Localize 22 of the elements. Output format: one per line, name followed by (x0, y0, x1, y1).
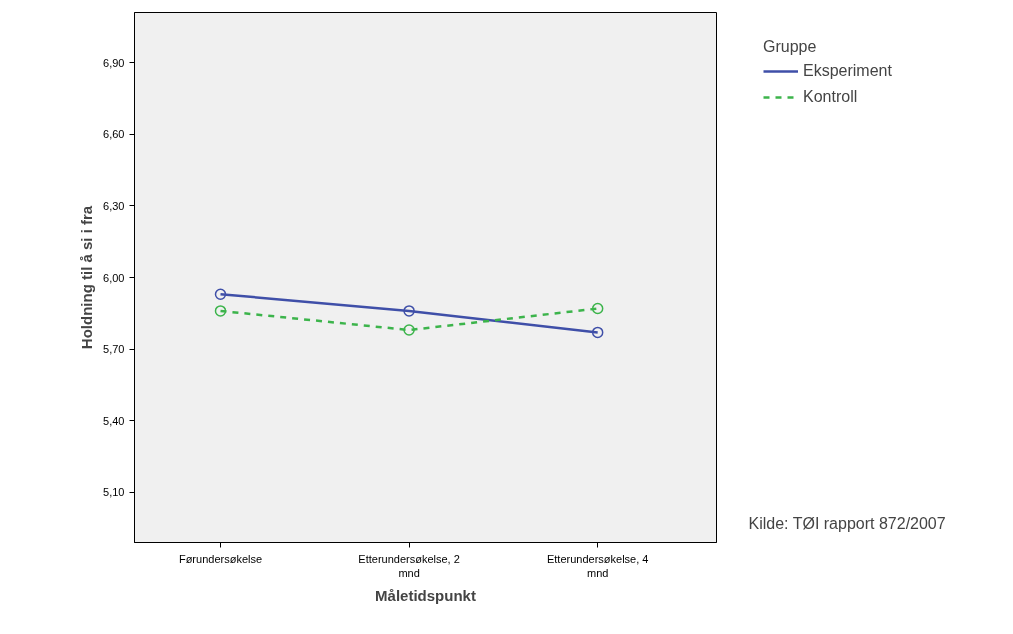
legend-label: Eksperiment (803, 62, 892, 80)
y-axis-title: Holdning til å si i fra (78, 205, 96, 350)
point (591, 302, 604, 315)
legend-label: Kontroll (803, 88, 858, 106)
y-tick-label: 5,70 (103, 343, 125, 356)
x-tick-label: Etterundersøkelse, 2 mnd (358, 552, 460, 579)
y-tick-label: 6,90 (103, 56, 125, 69)
point (214, 288, 227, 300)
y-tick-label: 6,60 (103, 128, 125, 141)
y-tick-label: 5,40 (103, 414, 125, 427)
y-tick-label: 6,30 (103, 199, 125, 212)
y-tick-label: 6,00 (103, 271, 125, 284)
x-axis-title: Måletidspunkt (375, 586, 476, 604)
point (591, 326, 604, 339)
x-tick-label: Etterundersøkelse, 4 mnd (546, 552, 649, 579)
x-tick-label: Førundersøkelse (178, 552, 263, 565)
legend-title: Gruppe (763, 38, 818, 56)
point (214, 305, 227, 317)
y-tick-label: 5,10 (103, 486, 125, 499)
point (403, 305, 415, 317)
text: Kilde: TØI rapport 872/2007 (748, 515, 946, 532)
point (403, 324, 415, 336)
